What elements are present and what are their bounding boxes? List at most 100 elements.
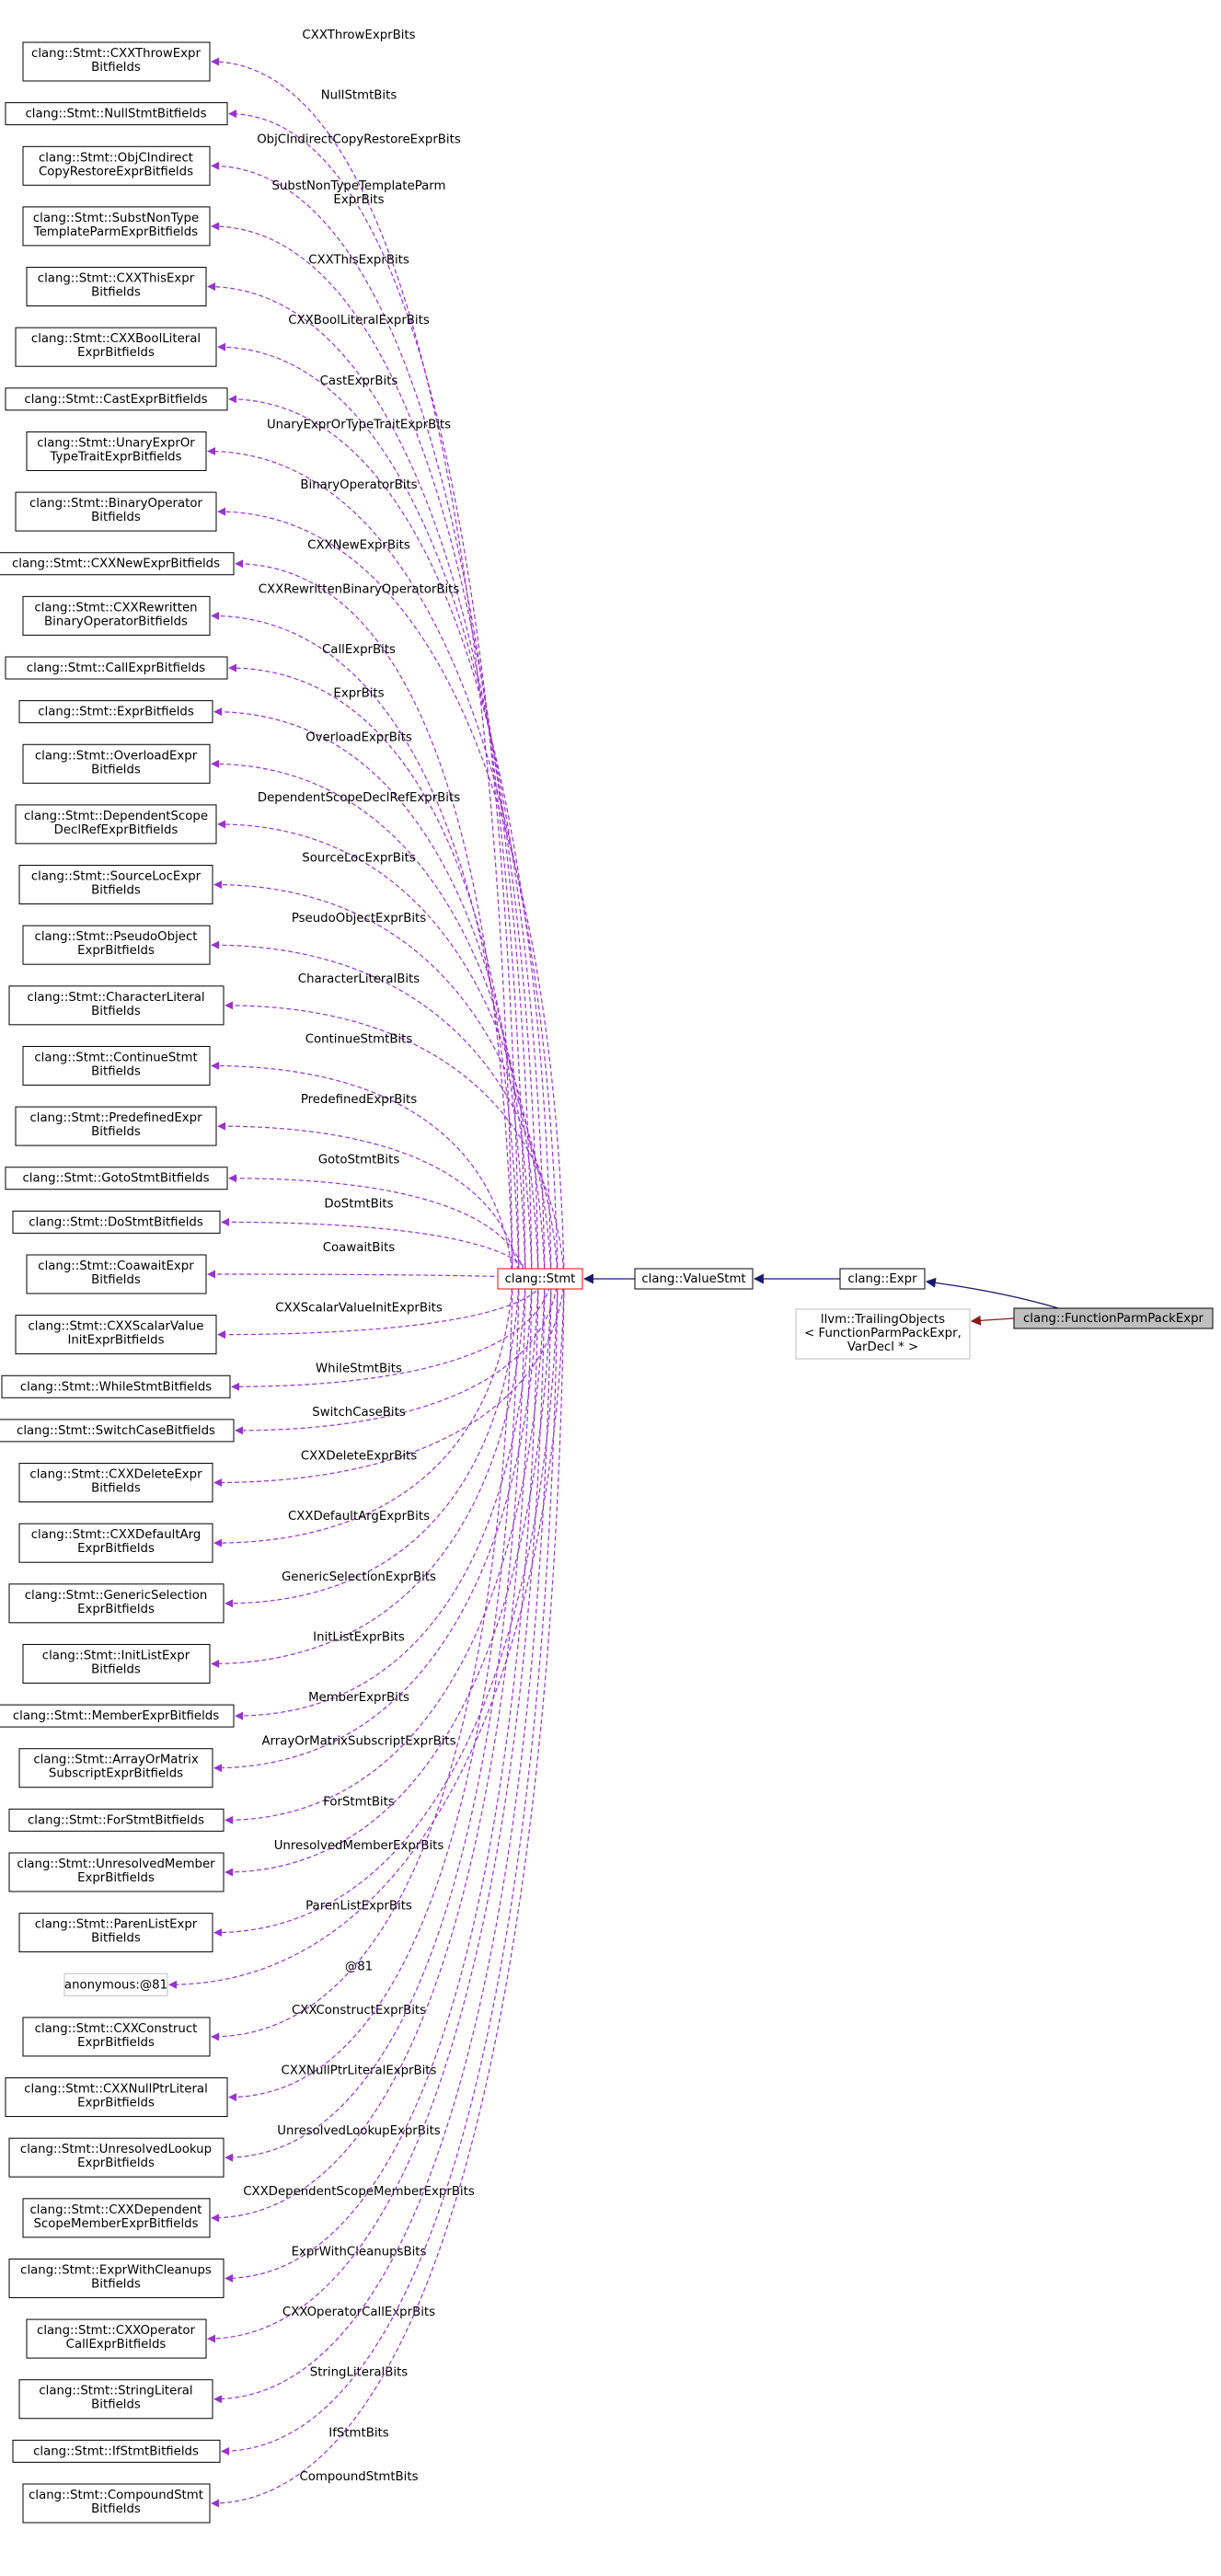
node-label: clang::Stmt::UnresolvedMember [17, 1857, 215, 1871]
node-label: TypeTraitExprBitfields [49, 450, 181, 464]
node-clang-stmt-nullstmtbitfields[interactable]: clang::Stmt::NullStmtBitfields [5, 102, 228, 126]
node-label: clang::Stmt::DependentScope [24, 810, 208, 823]
member-edge-clang-stmt-binaryoperator-bitfields [217, 507, 565, 1275]
node-label: ExprBitfields [77, 2036, 155, 2050]
node-clang-stmt-arrayormatrix-subscriptexprbitfields[interactable]: clang::Stmt::ArrayOrMatrixSubscriptExprB… [18, 1748, 213, 1788]
node-expr[interactable]: clang::Expr [839, 1268, 926, 1290]
node-clang-stmt-unresolvedlookup-exprbitfields[interactable]: clang::Stmt::UnresolvedLookupExprBitfiel… [8, 2137, 225, 2178]
node-trailing[interactable]: llvm::TrailingObjects< FunctionParmPackE… [795, 1308, 971, 1360]
node-clang-stmt-dependentscope-declrefexprbitfields[interactable]: clang::Stmt::DependentScopeDeclRefExprBi… [15, 804, 217, 845]
node-clang-stmt-castexprbitfields[interactable]: clang::Stmt::CastExprBitfields [5, 387, 228, 411]
edge-label: CompoundStmtBits [299, 2470, 418, 2484]
edge-label: CXXDependentScopeMemberExprBits [243, 2185, 475, 2199]
member-edge-clang-stmt-cxxscalarvalue-initexprbitfields [217, 1279, 546, 1340]
node-clang-stmt-whilestmtbitfields[interactable]: clang::Stmt::WhileStmtBitfields [1, 1374, 231, 1398]
node-clang-stmt-unresolvedmember-exprbitfields[interactable]: clang::Stmt::UnresolvedMemberExprBitfiel… [8, 1852, 225, 1892]
inherit-edge-fppe-expr [925, 1277, 1059, 1309]
node-clang-stmt-cxxoperator-callexprbitfields[interactable]: clang::Stmt::CXXOperatorCallExprBitfield… [26, 2318, 207, 2359]
member-edge-clang-stmt-coawaitexpr-bitfields [207, 1270, 539, 1280]
node-clang-stmt-exprbitfields[interactable]: clang::Stmt::ExprBitfields [18, 700, 213, 724]
node-label: ExprBitfields [77, 1603, 155, 1616]
node-clang-stmt-gotostmtbitfields[interactable]: clang::Stmt::GotoStmtBitfields [5, 1167, 228, 1190]
node-box [0, 552, 235, 576]
member-edge-clang-stmt-stringliteral-bitfields [213, 1284, 552, 2404]
node-anonymous-81[interactable]: anonymous:@81 [63, 1972, 168, 1996]
node-label: SubscriptExprBitfields [49, 1767, 183, 1781]
edge-label: InitListExprBits [313, 1630, 405, 1644]
node-clang-stmt-substnontype-templateparmexprbitfields[interactable]: clang::Stmt::SubstNonTypeTemplateParmExp… [22, 206, 211, 247]
member-nodes: clang::Stmt::CXXThrowExprBitfieldsclang:… [0, 41, 235, 2524]
node-clang-stmt-cxxdependent-scopememberexprbitfields[interactable]: clang::Stmt::CXXDependentScopeMemberExpr… [22, 2198, 211, 2238]
node-clang-stmt-switchcasebitfields[interactable]: clang::Stmt::SwitchCaseBitfields [0, 1419, 235, 1443]
node-clang-stmt-unaryexpror-typetraitexprbitfields[interactable]: clang::Stmt::UnaryExprOrTypeTraitExprBit… [26, 431, 207, 471]
node-clang-stmt-objcindirect-copyrestoreexprbitfields[interactable]: clang::Stmt::ObjCIndirectCopyRestoreExpr… [22, 145, 211, 186]
node-label: BinaryOperatorBitfields [44, 615, 188, 628]
node-clang-stmt-genericselection-exprbitfields[interactable]: clang::Stmt::GenericSelectionExprBitfiel… [8, 1583, 225, 1624]
node-label: Bitfields [91, 1932, 141, 1946]
node-label: CopyRestoreExprBitfields [39, 165, 193, 178]
node-stmt[interactable]: clang::Stmt [497, 1268, 583, 1290]
node-label: Bitfields [91, 884, 141, 898]
node-label: clang::Stmt::StringLiteral [39, 2385, 192, 2398]
node-label: Bitfields [91, 511, 141, 524]
node-box [22, 595, 211, 636]
edge-label: BinaryOperatorBits [300, 478, 417, 492]
node-clang-stmt-cxxnullptrliteral-exprbitfields[interactable]: clang::Stmt::CXXNullPtrLiteralExprBitfie… [5, 2077, 228, 2118]
node-label: Bitfields [91, 1482, 141, 1496]
node-clang-stmt-cxxnewexprbitfields[interactable]: clang::Stmt::CXXNewExprBitfields [0, 552, 235, 576]
node-box [18, 700, 213, 724]
node-label: VarDecl * > [847, 1340, 918, 1354]
edge-label: ArrayOrMatrixSubscriptExprBits [261, 1735, 455, 1749]
member-edge-clang-stmt-cxxconstruct-exprbitfields [211, 1282, 513, 2041]
edge-label: CXXThisExprBits [308, 254, 409, 268]
node-label: Bitfields [91, 763, 141, 776]
node-fppe[interactable]: clang::FunctionParmPackExpr [1013, 1307, 1214, 1329]
member-edge-clang-stmt-continuestmt-bitfields [211, 1061, 513, 1278]
node-clang-stmt-callexprbitfields[interactable]: clang::Stmt::CallExprBitfields [5, 656, 228, 680]
node-box [12, 1210, 221, 1234]
edge-label: PredefinedExprBits [301, 1093, 417, 1107]
member-edge-anonymous-81 [168, 1282, 565, 1989]
node-label: clang::Stmt::CallExprBitfields [27, 661, 205, 675]
node-box [18, 2379, 213, 2420]
node-clang-stmt-cxxscalarvalue-initexprbitfields[interactable]: clang::Stmt::CXXScalarValueInitExprBitfi… [15, 1315, 217, 1355]
node-label: anonymous:@81 [64, 1978, 167, 1992]
node-clang-stmt-ifstmtbitfields[interactable]: clang::Stmt::IfStmtBitfields [12, 2439, 221, 2463]
edge-label: DependentScopeDeclRefExprBits [258, 791, 460, 805]
node-box [8, 985, 225, 1026]
edge-label: ContinueStmtBits [305, 1032, 413, 1046]
node-valuestmt[interactable]: clang::ValueStmt [634, 1268, 754, 1290]
node-clang-stmt-forstmtbitfields[interactable]: clang::Stmt::ForStmtBitfields [8, 1808, 225, 1832]
node-clang-stmt-dostmtbitfields[interactable]: clang::Stmt::DoStmtBitfields [12, 1210, 221, 1234]
member-edge-clang-stmt-exprwithcleanups-bitfields [225, 1284, 539, 2283]
node-clang-stmt-cxxrewritten-binaryoperatorbitfields[interactable]: clang::Stmt::CXXRewrittenBinaryOperatorB… [22, 595, 211, 636]
node-label: clang::Stmt::GotoStmtBitfields [22, 1172, 209, 1186]
node-clang-stmt-memberexprbitfields[interactable]: clang::Stmt::MemberExprBitfields [0, 1704, 235, 1728]
node-label: < FunctionParmPackExpr, [804, 1327, 962, 1340]
node-box [22, 1643, 211, 1684]
node-clang-stmt-binaryoperator-bitfields[interactable]: clang::Stmt::BinaryOperatorBitfields [15, 491, 217, 532]
node-box [5, 656, 228, 680]
edge-label: StringLiteralBits [310, 2366, 409, 2380]
node-box [5, 387, 228, 411]
member-edge-clang-stmt-dostmtbitfields [221, 1217, 533, 1279]
edge-label: CXXConstructExprBits [292, 2004, 426, 2018]
